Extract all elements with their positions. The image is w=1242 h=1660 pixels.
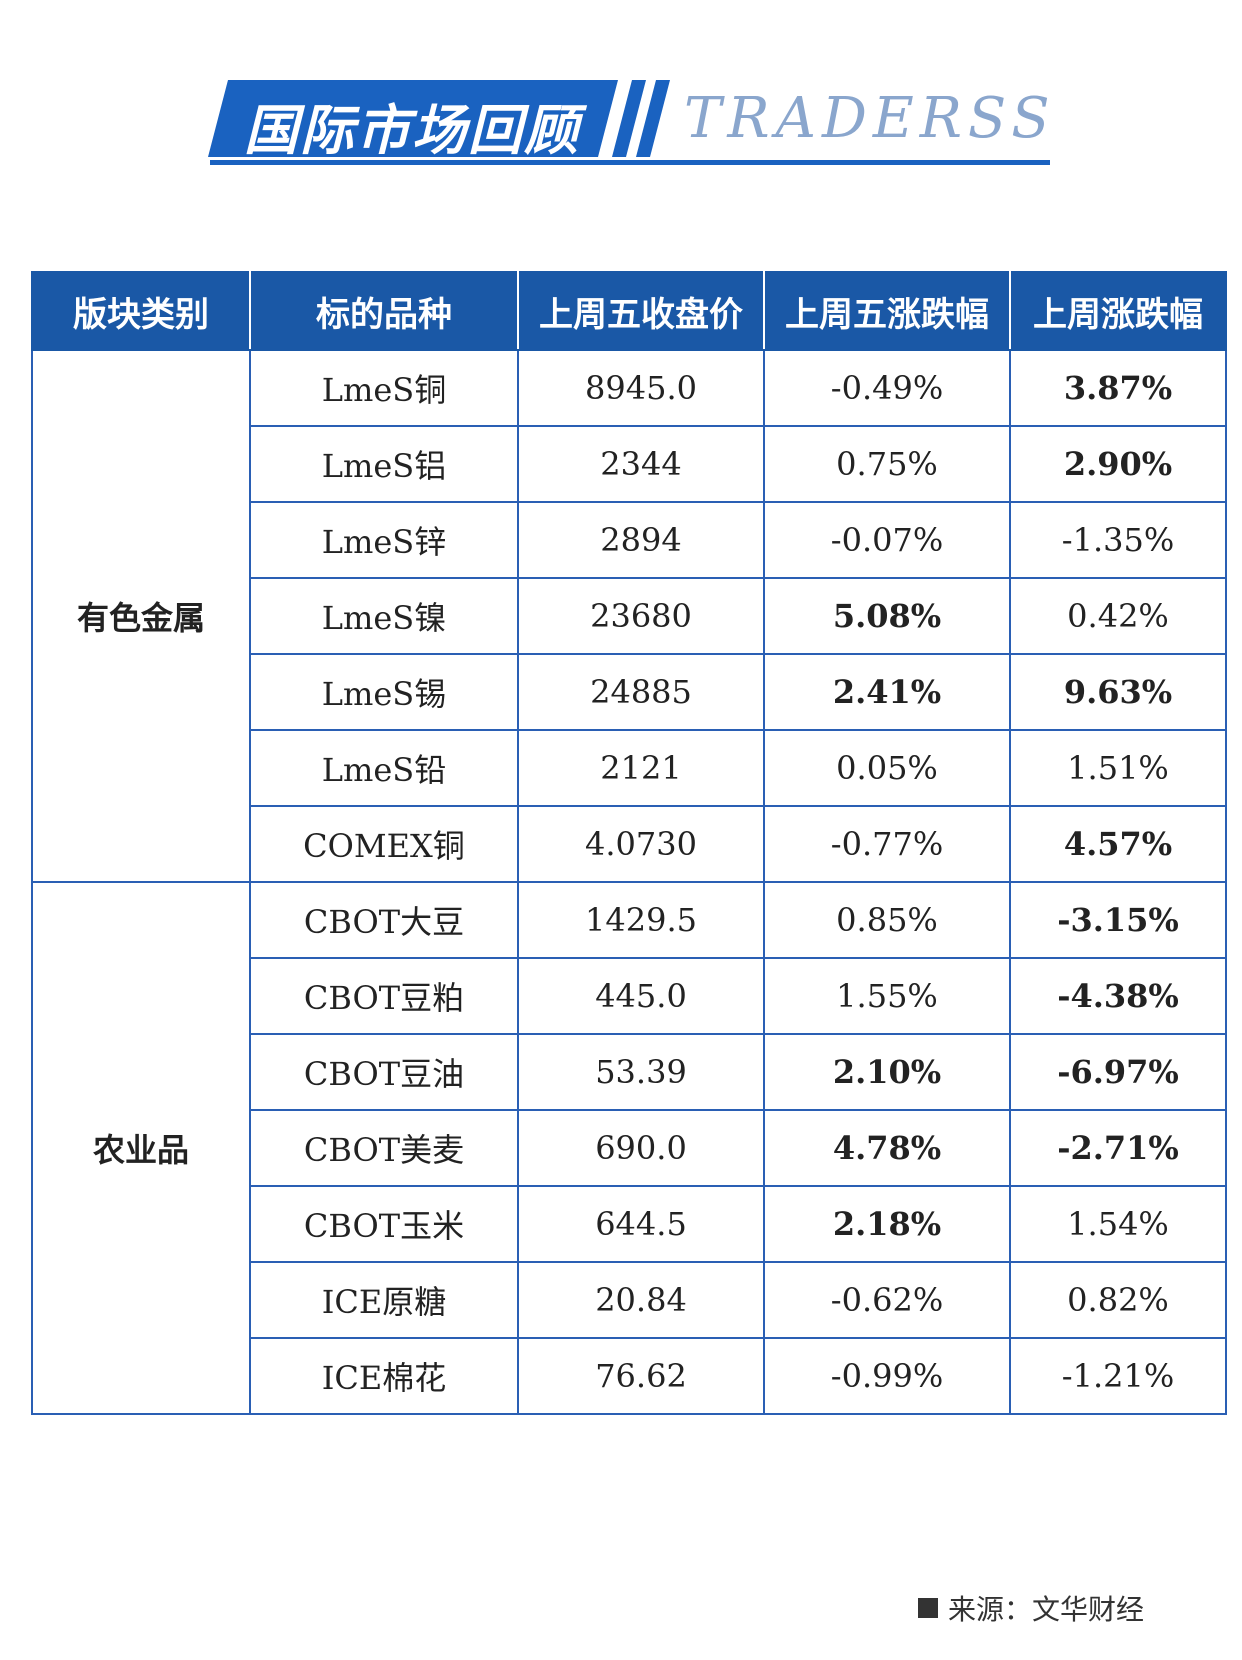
- table-row: LmeS铝 2344 0.75% 2.90%: [32, 425, 1227, 503]
- close-price-cell: 2894: [517, 501, 765, 579]
- close-price-cell: 4.0730: [517, 805, 765, 883]
- week-change-cell: -3.15%: [1009, 881, 1227, 959]
- category-cell: 农业品: [31, 881, 251, 1415]
- square-bullet-icon: [918, 1598, 938, 1618]
- table-row: CBOT豆粕 445.0 1.55% -4.38%: [32, 957, 1227, 1035]
- week-change-cell: -1.35%: [1009, 501, 1227, 579]
- item-cell: CBOT豆油: [249, 1033, 519, 1111]
- source-note: 来源：文华财经: [918, 1588, 1144, 1628]
- day-change-cell: -0.99%: [763, 1337, 1011, 1415]
- table-row: 农业品 CBOT大豆 1429.5 0.85% -3.15%: [31, 881, 1227, 1415]
- table-body: 有色金属 LmeS铜 8945.0 -0.49% 3.87% LmeS铝 2344 0.75%…: [31, 349, 1227, 1415]
- item-cell: CBOT豆粕: [249, 957, 519, 1035]
- day-change-cell: 0.85%: [763, 881, 1011, 959]
- table-row: LmeS镍 23680 5.08% 0.42%: [32, 577, 1227, 655]
- close-price-cell: 76.62: [517, 1337, 765, 1415]
- table-row: ICE原糖 20.84 -0.62% 0.82%: [32, 1261, 1227, 1339]
- close-price-cell: 23680: [517, 577, 765, 655]
- week-change-cell: 1.54%: [1009, 1185, 1227, 1263]
- item-cell: COMEX铜: [249, 805, 519, 883]
- close-price-cell: 2121: [517, 729, 765, 807]
- banner-graphic: [208, 80, 1050, 165]
- day-change-cell: -0.77%: [763, 805, 1011, 883]
- item-cell: LmeS铅: [249, 729, 519, 807]
- day-change-cell: -0.49%: [763, 349, 1011, 427]
- week-change-cell: -1.21%: [1009, 1337, 1227, 1415]
- item-cell: LmeS铜: [249, 349, 519, 427]
- header-day-change: 上周五涨跌幅: [763, 271, 1011, 351]
- week-change-cell: 1.51%: [1009, 729, 1227, 807]
- table-row: LmeS锡 24885 2.41% 9.63%: [32, 653, 1227, 731]
- day-change-cell: -0.07%: [763, 501, 1011, 579]
- close-price-cell: 2344: [517, 425, 765, 503]
- week-change-cell: -2.71%: [1009, 1109, 1227, 1187]
- item-cell: LmeS铝: [249, 425, 519, 503]
- close-price-cell: 8945.0: [517, 349, 765, 427]
- item-cell: LmeS镍: [249, 577, 519, 655]
- table-header-row: 版块类别 标的品种 上周五收盘价 上周五涨跌幅 上周涨跌幅: [31, 271, 1227, 351]
- close-price-cell: 24885: [517, 653, 765, 731]
- week-change-cell: 4.57%: [1009, 805, 1227, 883]
- table-row: CBOT美麦 690.0 4.78% -2.71%: [32, 1109, 1227, 1187]
- header-week-change: 上周涨跌幅: [1009, 271, 1227, 351]
- table-row: COMEX铜 4.0730 -0.77% 4.57%: [32, 805, 1227, 883]
- week-change-cell: 9.63%: [1009, 653, 1227, 731]
- week-change-cell: -4.38%: [1009, 957, 1227, 1035]
- market-review-table: 版块类别 标的品种 上周五收盘价 上周五涨跌幅 上周涨跌幅 有色金属 LmeS铜 8…: [31, 271, 1227, 1415]
- brand-name: TRADERSS: [684, 86, 1056, 151]
- title-banner: 国际市场回顾 TRADERSS: [0, 0, 1242, 200]
- table-row: CBOT豆油 53.39 2.10% -6.97%: [32, 1033, 1227, 1111]
- week-change-cell: -6.97%: [1009, 1033, 1227, 1111]
- close-price-cell: 445.0: [517, 957, 765, 1035]
- week-change-cell: 2.90%: [1009, 425, 1227, 503]
- day-change-cell: 2.41%: [763, 653, 1011, 731]
- table-row: 有色金属 LmeS铜 8945.0 -0.49% 3.87%: [31, 349, 1227, 883]
- day-change-cell: 0.05%: [763, 729, 1011, 807]
- day-change-cell: 0.75%: [763, 425, 1011, 503]
- item-cell: CBOT大豆: [249, 881, 519, 959]
- day-change-cell: 1.55%: [763, 957, 1011, 1035]
- page-title: 国际市场回顾: [244, 99, 580, 162]
- header-category: 版块类别: [31, 271, 251, 351]
- week-change-cell: 0.82%: [1009, 1261, 1227, 1339]
- close-price-cell: 690.0: [517, 1109, 765, 1187]
- table-row: LmeS锌 2894 -0.07% -1.35%: [32, 501, 1227, 579]
- item-cell: CBOT美麦: [249, 1109, 519, 1187]
- week-change-cell: 3.87%: [1009, 349, 1227, 427]
- day-change-cell: -0.62%: [763, 1261, 1011, 1339]
- table-row: CBOT玉米 644.5 2.18% 1.54%: [32, 1185, 1227, 1263]
- day-change-cell: 4.78%: [763, 1109, 1011, 1187]
- close-price-cell: 644.5: [517, 1185, 765, 1263]
- close-price-cell: 20.84: [517, 1261, 765, 1339]
- day-change-cell: 2.10%: [763, 1033, 1011, 1111]
- header-close-price: 上周五收盘价: [517, 271, 765, 351]
- table-row: LmeS铅 2121 0.05% 1.51%: [32, 729, 1227, 807]
- item-cell: ICE棉花: [249, 1337, 519, 1415]
- item-cell: ICE原糖: [249, 1261, 519, 1339]
- item-cell: LmeS锌: [249, 501, 519, 579]
- day-change-cell: 5.08%: [763, 577, 1011, 655]
- item-cell: CBOT玉米: [249, 1185, 519, 1263]
- category-cell: 有色金属: [31, 349, 251, 883]
- table-row: ICE棉花 76.62 -0.99% -1.21%: [32, 1337, 1227, 1415]
- source-text: 来源：文华财经: [948, 1593, 1145, 1626]
- header-item: 标的品种: [249, 271, 519, 351]
- close-price-cell: 1429.5: [517, 881, 765, 959]
- day-change-cell: 2.18%: [763, 1185, 1011, 1263]
- week-change-cell: 0.42%: [1009, 577, 1227, 655]
- close-price-cell: 53.39: [517, 1033, 765, 1111]
- item-cell: LmeS锡: [249, 653, 519, 731]
